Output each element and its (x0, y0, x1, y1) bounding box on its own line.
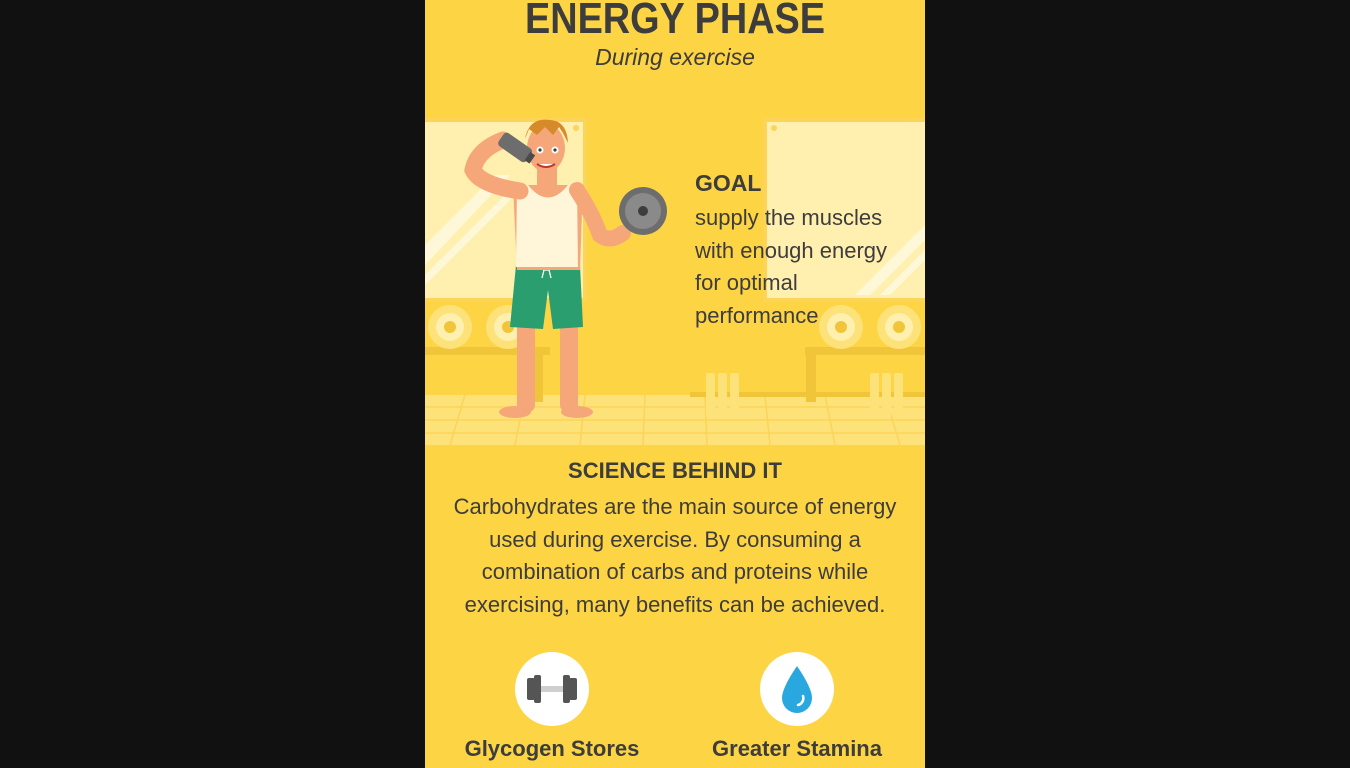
dumbbell-icon (515, 652, 589, 726)
benefit-label: Greater Stamina (712, 736, 882, 761)
science-text: Carbohydrates are the main source of ene… (453, 494, 897, 617)
gym-illustration (425, 118, 925, 445)
science-heading: SCIENCE BEHIND IT (568, 458, 782, 483)
goal-heading: GOAL (695, 170, 762, 196)
benefit-glycogen: Glycogen Stores Preserved (442, 652, 662, 768)
benefit-stamina: Greater Stamina (687, 652, 907, 764)
page-title: ENERGY PHASE (524, 0, 826, 43)
water-drop-icon (760, 652, 834, 726)
benefit-label: Glycogen Stores Preserved (464, 736, 640, 768)
page-subtitle: During exercise (595, 44, 755, 70)
infographic-panel: ENERGY PHASE During exercise (425, 0, 925, 768)
goal-text: supply the muscles with enough energy fo… (695, 205, 888, 328)
